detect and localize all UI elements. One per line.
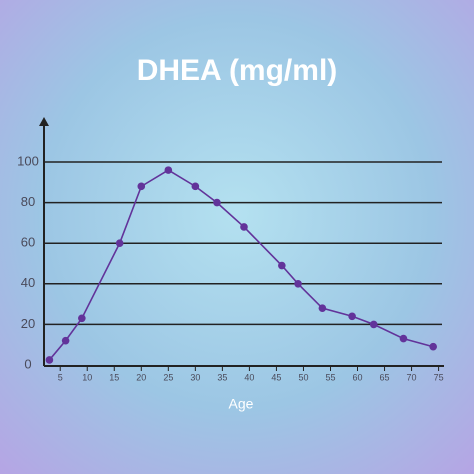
point [278,261,286,270]
point [137,182,146,191]
point [115,239,124,247]
y-tick-label: 80 [21,194,35,209]
x-tick-label: 20 [136,372,146,382]
chart-title: DHEA (mg/ml) [137,54,338,87]
x-tick-label: 25 [163,372,173,382]
point [429,342,437,351]
point [369,320,378,329]
y-tick-label: 0 [24,356,31,371]
y-tick-label: 60 [21,235,35,250]
x-tick-label: 10 [82,372,92,382]
point [191,182,200,191]
x-tick-label: 55 [325,372,335,382]
x-axis-label: Age [229,396,254,412]
x-tick-label: 45 [271,372,281,382]
point [318,304,327,312]
x-tick-label: 60 [353,372,363,382]
point [78,314,86,323]
point [45,356,54,364]
x-tick-label: 30 [190,372,200,382]
line [48,169,434,361]
y-axis-arrow [39,117,49,126]
point [164,166,173,174]
point [294,280,302,288]
y-tick-label: 40 [21,275,35,290]
x-tick-label: 5 [58,372,63,382]
x-tick-label: 65 [380,372,390,382]
point [61,336,70,345]
point [240,223,248,231]
x-tick-label: 70 [407,372,417,382]
point [213,198,221,207]
x-tick-label: 35 [217,372,227,382]
y-tick-label: 20 [21,316,35,331]
y-tick-label: 100 [17,153,39,168]
point [348,312,356,321]
x-tick-label: 75 [434,372,444,382]
x-tick-label: 50 [298,372,308,382]
x-tick-label: 15 [109,372,119,382]
point [399,334,408,343]
x-tick-label: 40 [244,372,254,382]
